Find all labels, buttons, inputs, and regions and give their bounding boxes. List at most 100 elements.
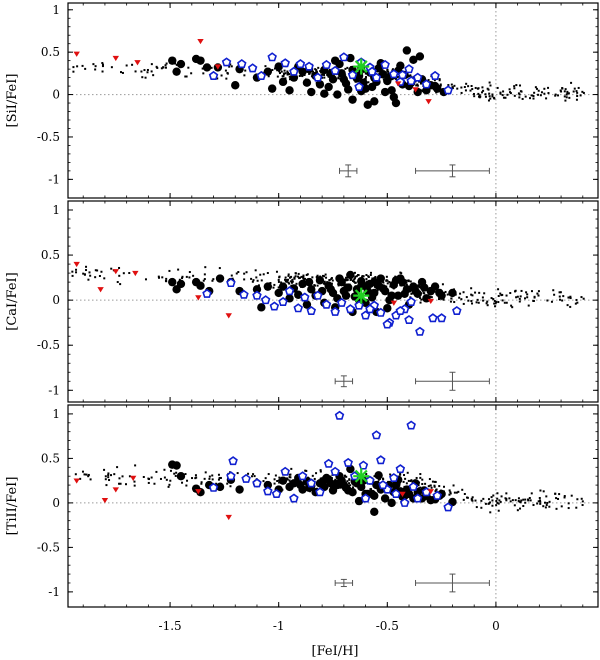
- error-bar: [415, 164, 490, 178]
- small-dot: [245, 271, 248, 274]
- green-star: [353, 58, 370, 75]
- small-dot: [576, 498, 579, 501]
- small-dot: [217, 478, 220, 481]
- small-dot: [482, 89, 485, 92]
- small-dot: [424, 482, 427, 485]
- blue-pentagon: [313, 290, 323, 300]
- small-dot: [143, 69, 146, 72]
- blue-pentagon: [406, 420, 416, 430]
- small-dot: [441, 283, 444, 286]
- red-triangle: [112, 269, 119, 275]
- small-dot: [496, 501, 499, 504]
- small-dot: [323, 76, 326, 79]
- small-dot: [473, 95, 476, 98]
- small-dot: [515, 84, 518, 87]
- small-dot: [429, 295, 432, 298]
- small-dot: [119, 283, 122, 286]
- black-dot: [391, 98, 401, 108]
- small-dot: [314, 68, 317, 71]
- black-dot: [302, 300, 312, 309]
- small-dot: [173, 472, 176, 475]
- blue-pentagon: [256, 70, 267, 80]
- black-dot: [176, 59, 186, 69]
- small-dot: [494, 305, 497, 308]
- black-dot: [252, 285, 262, 294]
- small-dot: [328, 279, 331, 282]
- blue-pentagon: [313, 72, 323, 82]
- small-dot: [353, 278, 356, 281]
- small-dot: [96, 269, 99, 272]
- black-dot: [387, 498, 396, 508]
- small-dot: [466, 496, 469, 499]
- small-dot: [497, 288, 500, 291]
- small-dot: [513, 504, 516, 507]
- red-triangle: [73, 478, 80, 484]
- small-dot: [266, 272, 269, 275]
- small-dot: [530, 94, 533, 97]
- small-dot: [484, 95, 487, 98]
- small-dot: [561, 87, 564, 90]
- small-dot: [302, 277, 305, 280]
- small-dot: [251, 280, 254, 283]
- small-dot: [255, 276, 258, 279]
- small-dot: [405, 283, 408, 286]
- black-dot: [278, 77, 288, 87]
- small-dot: [194, 474, 197, 477]
- small-dot: [566, 92, 569, 95]
- small-dot: [511, 306, 514, 309]
- small-dot: [545, 495, 548, 498]
- small-dot: [367, 275, 370, 278]
- small-dot: [337, 284, 340, 287]
- small-dot: [557, 94, 560, 97]
- blue-pentagon: [297, 471, 308, 481]
- small-dot: [492, 494, 495, 497]
- small-dot: [563, 496, 566, 499]
- blue-pentagon: [406, 296, 416, 306]
- blue-pentagon: [367, 66, 377, 76]
- blue-pentagon: [221, 57, 232, 67]
- small-dot: [354, 281, 357, 284]
- small-dot: [101, 65, 104, 68]
- small-dot: [497, 301, 500, 304]
- small-dot: [508, 497, 511, 500]
- black-dot: [176, 471, 186, 481]
- blue-pentagon: [371, 430, 382, 440]
- small-dot: [87, 475, 90, 478]
- blue-pentagon: [395, 305, 406, 315]
- small-dot: [353, 271, 356, 274]
- small-dot: [520, 289, 523, 292]
- y-tick-label: -1: [48, 172, 60, 186]
- small-dot: [365, 473, 368, 476]
- small-dot: [526, 296, 529, 299]
- small-dot: [236, 472, 239, 475]
- small-dot: [420, 298, 423, 301]
- blue-pentagon: [330, 65, 340, 75]
- black-dot: [435, 288, 444, 298]
- small-dot: [386, 279, 389, 282]
- blue-pentagon: [365, 304, 375, 314]
- small-dot: [288, 73, 291, 76]
- blue-pentagon: [271, 489, 282, 499]
- small-dot: [290, 467, 293, 470]
- black-dot: [267, 84, 277, 93]
- small-dot: [168, 269, 171, 272]
- blue-pentagon: [428, 313, 438, 323]
- small-dot: [484, 93, 487, 96]
- small-dot: [370, 271, 373, 274]
- small-dot: [144, 278, 147, 281]
- red-triangle: [197, 38, 204, 45]
- small-dot: [470, 300, 473, 303]
- black-dot: [263, 67, 273, 76]
- small-dot: [409, 74, 412, 77]
- small-dot: [94, 65, 97, 68]
- small-dot: [376, 289, 379, 292]
- black-dot: [402, 46, 412, 55]
- small-dot: [460, 86, 463, 89]
- small-dot: [547, 86, 550, 89]
- small-dot: [491, 95, 494, 98]
- small-dot: [190, 72, 193, 75]
- small-dot: [110, 66, 113, 69]
- small-dot: [470, 287, 473, 290]
- small-dot: [122, 272, 125, 275]
- small-dot: [165, 62, 168, 65]
